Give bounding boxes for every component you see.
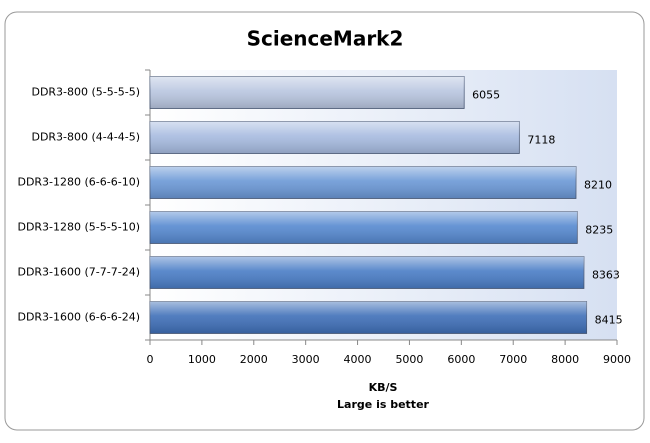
plot-area	[150, 70, 617, 340]
bar	[149, 211, 578, 244]
subtitle: Large is better	[337, 398, 429, 411]
x-tick-label: 5000	[395, 353, 423, 366]
x-tick-label: 8000	[551, 353, 579, 366]
value-label: 8210	[584, 179, 612, 192]
value-label: 7118	[527, 134, 555, 147]
x-tick-label: 9000	[603, 353, 631, 366]
chart-title: ScienceMark2	[247, 27, 404, 51]
y-tick-label: DDR3-1280 (6-6-6-10)	[17, 176, 140, 189]
bar	[149, 166, 577, 199]
value-label: 6055	[472, 89, 500, 102]
bar	[149, 256, 585, 289]
x-tick-label: 2000	[240, 353, 268, 366]
bar	[149, 76, 465, 109]
bar	[149, 121, 520, 154]
y-tick-label: DDR3-1600 (7-7-7-24)	[17, 266, 140, 279]
x-tick-label: 6000	[447, 353, 475, 366]
x-tick-label: 3000	[292, 353, 320, 366]
y-tick-label: DDR3-800 (5-5-5-5)	[31, 86, 140, 99]
x-tick-label: 7000	[499, 353, 527, 366]
bar	[149, 301, 588, 334]
x-tick-label: 4000	[344, 353, 372, 366]
x-tick-label: 1000	[188, 353, 216, 366]
value-label: 8363	[592, 269, 620, 282]
y-tick-label: DDR3-800 (4-4-4-5)	[31, 131, 140, 144]
y-tick-label: DDR3-1600 (6-6-6-24)	[17, 311, 140, 324]
y-tick-label: DDR3-1280 (5-5-5-10)	[17, 221, 140, 234]
x-axis-label: KB/S	[369, 381, 398, 394]
x-tick-label: 0	[147, 353, 154, 366]
value-label: 8415	[595, 314, 623, 327]
value-label: 8235	[585, 224, 613, 237]
